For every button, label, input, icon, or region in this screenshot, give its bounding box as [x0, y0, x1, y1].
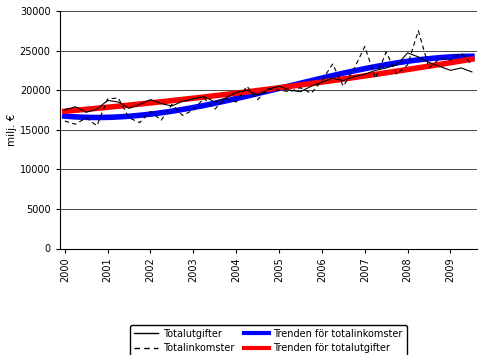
Legend: Totalutgifter, Totalinkomster, Trenden för totalinkomster, Trenden för totalutgi: Totalutgifter, Totalinkomster, Trenden f… — [130, 324, 407, 355]
Y-axis label: milj. €: milj. € — [7, 114, 17, 146]
